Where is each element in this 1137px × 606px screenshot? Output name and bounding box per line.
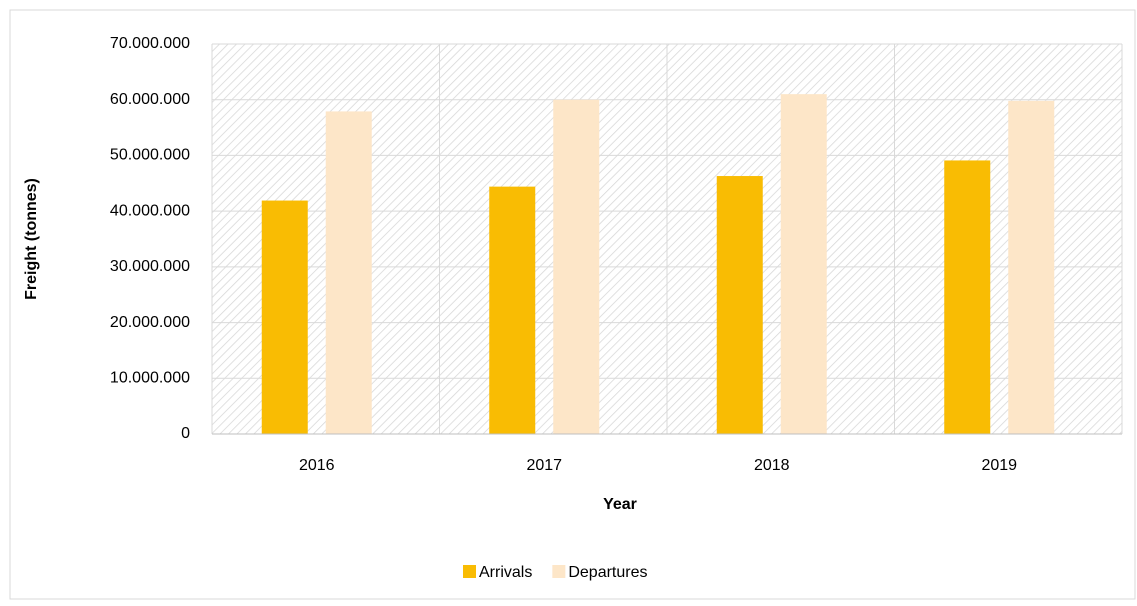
y-tick-label: 20.000.000: [110, 314, 190, 331]
legend: Arrivals Departures: [463, 564, 648, 581]
bar: [261, 200, 308, 434]
y-axis-title: Freight (tonnes): [23, 178, 40, 300]
y-tick-label: 70.000.000: [110, 35, 190, 52]
legend-swatch: [463, 565, 476, 578]
y-tick-label: 10.000.000: [110, 370, 190, 387]
bar: [780, 94, 827, 435]
bar: [1008, 100, 1055, 434]
x-tick-label: 2017: [526, 457, 562, 474]
bar: [489, 186, 536, 434]
x-tick-label: 2018: [754, 457, 790, 474]
y-tick-label: 50.000.000: [110, 147, 190, 164]
legend-label: Arrivals: [479, 564, 532, 581]
y-tick-label: 60.000.000: [110, 91, 190, 108]
y-tick-label: 0: [181, 425, 190, 442]
bar: [325, 111, 372, 435]
bar: [716, 176, 763, 435]
x-tick-label: 2019: [981, 457, 1017, 474]
bar: [944, 160, 991, 434]
legend-label: Departures: [568, 564, 647, 581]
legend-swatch: [552, 565, 566, 578]
y-tick-label: 40.000.000: [110, 202, 190, 219]
bar: [553, 99, 600, 434]
y-tick-label: 30.000.000: [110, 258, 190, 275]
x-tick-label: 2016: [299, 457, 335, 474]
x-axis-title: Year: [603, 496, 637, 513]
